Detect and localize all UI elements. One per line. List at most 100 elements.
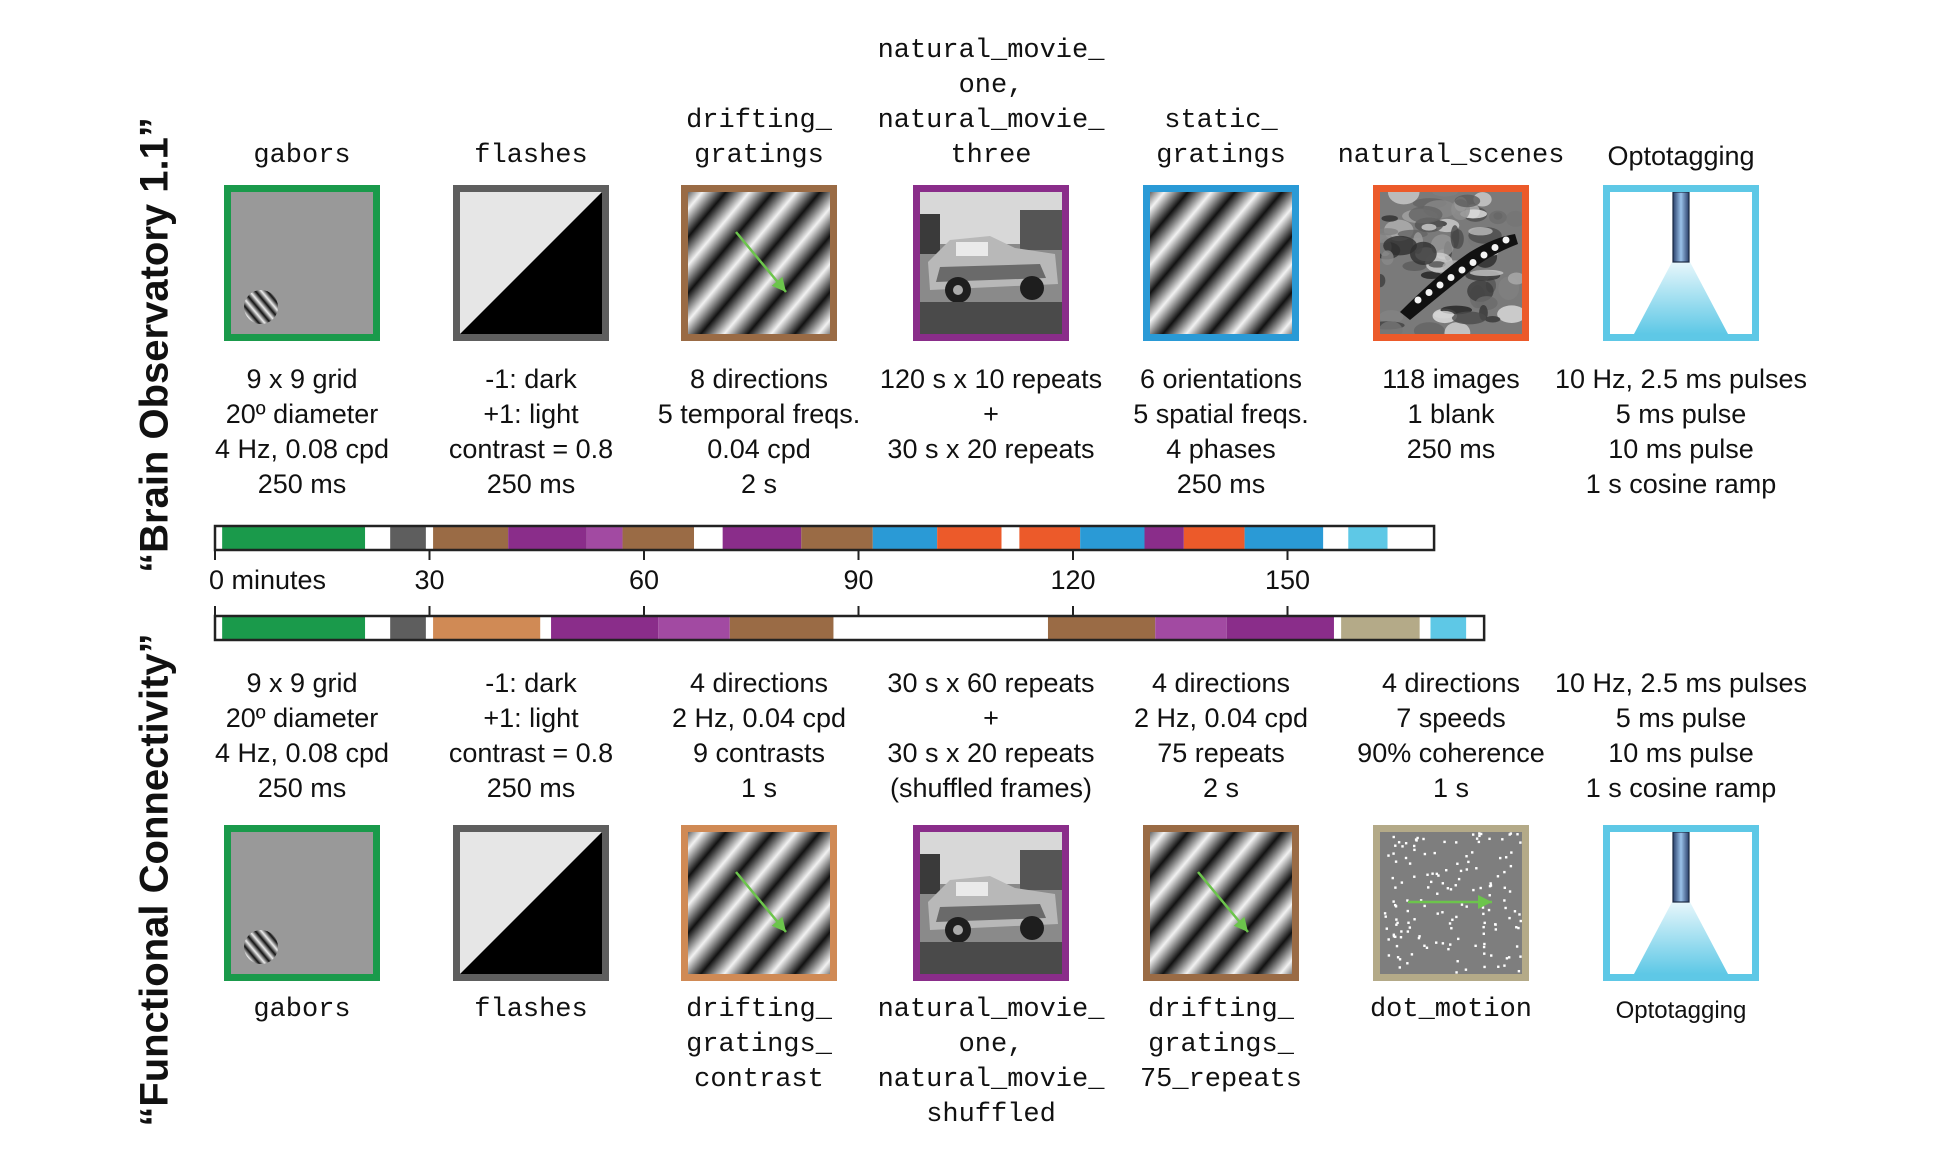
- stimulus-title-static-line: static_: [1164, 106, 1278, 136]
- stimulus-params-opto-line: 1 s cosine ramp: [1585, 469, 1777, 499]
- stimulus-params-dots-line: 7 speeds: [1396, 703, 1506, 733]
- stimulus-title-movie-line: natural_movie_: [877, 36, 1105, 66]
- stimulus-name-dots-line: dot_motion: [1369, 995, 1533, 1025]
- stimulus-title-static-line: gratings: [1156, 141, 1286, 171]
- stimulus-name-gabors-line: gabors: [253, 995, 351, 1025]
- stimulus-params-movie-line: 30 s x 20 repeats: [887, 434, 1095, 464]
- stimulus-name-movie-line: natural_movie_: [877, 1065, 1105, 1095]
- timeline-segment: [540, 616, 552, 640]
- stimulus-params-opto: 10 Hz, 2.5 ms pulses 5 ms pulse 10 ms puls…: [1555, 362, 1807, 502]
- stimulus-params-scenes-line: 250 ms: [1406, 434, 1496, 464]
- timeline-segment: [1341, 616, 1420, 640]
- timeline-segment: [1348, 526, 1388, 550]
- stimulus-params-drifting-line: 0.04 cpd: [707, 434, 811, 464]
- optical-fiber: [1672, 832, 1690, 903]
- stimulus-params-gabors-line: 9 x 9 grid: [246, 668, 358, 698]
- stimulus-params-opto-line: 10 ms pulse: [1608, 738, 1754, 768]
- motion-arrow: [1408, 895, 1492, 909]
- gabor-patch: [244, 290, 278, 324]
- stimulus-params-drifting75-line: 4 directions: [1151, 668, 1291, 698]
- direction-arrow: [735, 871, 787, 933]
- stimulus-params-drifting75-line: 75 repeats: [1157, 738, 1285, 768]
- stimulus-name-contrast-line: gratings_: [686, 1030, 832, 1060]
- dot-motion-icon: [1373, 825, 1529, 981]
- stimulus-params-gabors-line: 250 ms: [257, 773, 347, 803]
- stimulus-params-gabors: 9 x 9 grid 20º diameter 4 Hz, 0.08 cpd 250 …: [215, 362, 389, 502]
- stimulus-params-flashes-line: 250 ms: [486, 773, 576, 803]
- timeline-segment: [390, 616, 426, 640]
- stimulus-title-flashes-line: flashes: [474, 141, 588, 171]
- timeline-segment: [425, 616, 434, 640]
- timeline-segment: [1019, 526, 1081, 550]
- stimulus-params-movie: 120 s x 10 repeats +30 s x 20 repeats: [880, 362, 1102, 467]
- stimulus-params-contrast: 4 directions 2 Hz, 0.04 cpd 9 contrasts 1 s: [672, 666, 846, 806]
- timeline-segment: [365, 616, 391, 640]
- gabor-icon: [224, 185, 380, 341]
- timeline-segment: [937, 526, 1002, 550]
- stimulus-name-movie-line: one,: [958, 1030, 1024, 1060]
- stimulus-params-opto-line: 5 ms pulse: [1615, 703, 1747, 733]
- stimulus-params-flashes-line: 250 ms: [486, 469, 576, 499]
- stimulus-name-contrast-line: contrast: [694, 1065, 824, 1095]
- timeline-segment: [215, 616, 223, 640]
- stimulus-title-movie-line: natural_movie_: [877, 106, 1105, 136]
- stimulus-title-opto: Optotagging: [1607, 139, 1754, 174]
- stimulus-name-opto: Optotagging: [1616, 993, 1747, 1028]
- stimulus-title-gabors: gabors: [253, 139, 350, 174]
- timeline-segment: [1226, 616, 1334, 640]
- natural-scene-icon: [1373, 185, 1529, 341]
- stimulus-params-opto-line: 10 Hz, 2.5 ms pulses: [1554, 668, 1808, 698]
- functional-connectivity-timeline: [213, 614, 1486, 642]
- stimulus-params-drifting-line: 5 temporal freqs.: [657, 399, 861, 429]
- stimulus-params-movie-line: +: [983, 703, 999, 733]
- brain-observatory-timeline-outline: [213, 524, 1436, 552]
- stimulus-params-dots: 4 directions 7 speeds 90% coherence 1 s: [1357, 666, 1545, 806]
- stimulus-title-drifting-line: drifting_: [686, 106, 832, 136]
- stimulus-title-opto-line: Optotagging: [1607, 141, 1755, 171]
- timeline-segment: [1323, 526, 1349, 550]
- timeline-segment: [433, 616, 541, 640]
- stimulus-params-gabors-line: 20º diameter: [225, 703, 379, 733]
- timeline-segment: [729, 616, 834, 640]
- stimulus-params-gabors-line: 250 ms: [257, 469, 347, 499]
- axis-tick-label: 150: [1264, 565, 1311, 595]
- stimulus-title-drifting: drifting_ gratings: [686, 104, 832, 174]
- optical-fiber: [1672, 192, 1690, 263]
- stimulus-params-gabors-line: 4 Hz, 0.08 cpd: [214, 738, 390, 768]
- static-grating-icon: [1143, 185, 1299, 341]
- stimulus-title-scenes: natural_scenes: [1338, 139, 1565, 174]
- stimulus-name-opto-line: Optotagging: [1615, 997, 1747, 1024]
- stimulus-params-gabors-line: 20º diameter: [225, 399, 379, 429]
- timeline-segment: [433, 526, 509, 550]
- optotagging-icon: [1603, 825, 1759, 981]
- timeline-segment: [833, 616, 1048, 640]
- timeline-segment: [508, 526, 587, 550]
- stimulus-name-movie: natural_movie_ one, natural_movie_ shuffled: [878, 993, 1105, 1133]
- stimulus-params-flashes: -1: dark +1: light contrast = 0.8 250 ms: [449, 362, 613, 502]
- timeline-segment: [622, 526, 695, 550]
- flash-icon: [453, 185, 609, 341]
- stimulus-params-movie-line: 30 s x 60 repeats: [887, 668, 1095, 698]
- stimulus-params-scenes: 118 images 1 blank 250 ms: [1382, 362, 1520, 467]
- stimulus-params-movie: 30 s x 60 repeats +30 s x 20 repeats (shuf…: [887, 666, 1094, 806]
- timeline-segment: [215, 526, 223, 550]
- stimulus-params-drifting75-line: 2 s: [1202, 773, 1240, 803]
- timeline-segment: [365, 526, 391, 550]
- stimulus-params-contrast-line: 9 contrasts: [692, 738, 826, 768]
- stimulus-title-flashes: flashes: [474, 139, 587, 174]
- timeline-segment: [390, 526, 426, 550]
- stimulus-params-static-line: 250 ms: [1176, 469, 1266, 499]
- direction-arrow: [735, 231, 787, 293]
- stimulus-params-contrast-line: 1 s: [740, 773, 778, 803]
- timeline-segment: [586, 526, 623, 550]
- gabor-patch: [244, 930, 278, 964]
- stimulus-params-gabors-line: 9 x 9 grid: [246, 364, 358, 394]
- stimulus-name-gabors: gabors: [253, 993, 350, 1028]
- timeline-segment: [801, 526, 873, 550]
- brain-observatory-timeline: [213, 524, 1436, 552]
- timeline-segment: [222, 526, 366, 550]
- stimulus-params-opto-line: 5 ms pulse: [1615, 399, 1747, 429]
- stimulus-name-contrast-line: drifting_: [686, 995, 832, 1025]
